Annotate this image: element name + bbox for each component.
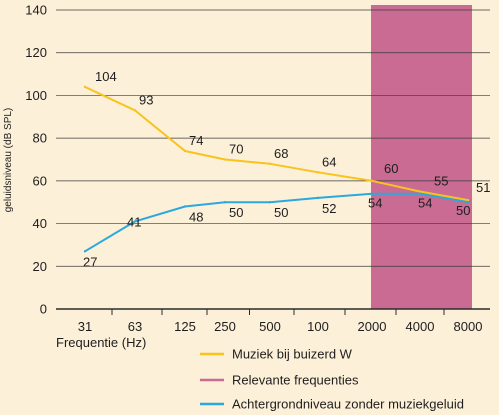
x-tick-label: 500	[259, 319, 281, 334]
data-point	[466, 198, 470, 202]
data-point	[133, 109, 137, 112]
data-label: 70	[229, 142, 243, 157]
y-tick-label: 140	[25, 3, 47, 18]
legend-label: Achtergrondniveau zonder muziekgeluid	[232, 397, 464, 412]
data-label: 60	[384, 161, 398, 176]
x-tick-label: 4000	[406, 319, 435, 334]
y-axis-label: geluidsniveau (dB SPL)	[3, 108, 14, 213]
y-tick-label: 120	[25, 45, 47, 60]
legend-label: Relevante frequenties	[232, 373, 359, 388]
data-point	[418, 190, 422, 193]
data-point	[133, 220, 137, 223]
data-label: 68	[274, 146, 288, 161]
data-label: 50	[229, 205, 243, 220]
data-label: 50	[456, 203, 470, 218]
y-tick-label: 40	[33, 216, 47, 231]
data-label: 74	[189, 133, 203, 148]
data-point	[83, 250, 87, 253]
series-music: 104 93 74 70 68 64 60 55 51	[83, 69, 490, 202]
x-tick-label: 100	[307, 319, 329, 334]
x-axis-ticks: 31 63 125 250 500 100 2000 4000 8000	[78, 309, 483, 334]
data-point	[316, 171, 320, 174]
relevant-frequencies-band	[371, 5, 472, 309]
x-tick-label: 250	[214, 319, 236, 334]
data-point	[370, 192, 374, 195]
data-label: 41	[127, 214, 141, 229]
y-tick-label: 60	[33, 173, 47, 188]
series-background: 27 41 48 50 50 52 54 54 50	[83, 192, 470, 269]
data-point	[183, 205, 187, 208]
legend-label: Muziek bij buizerd W	[232, 347, 353, 362]
data-label: 50	[274, 205, 288, 220]
data-point	[370, 179, 374, 183]
x-tick-label: 125	[174, 319, 196, 334]
x-tick-label: 63	[128, 319, 142, 334]
gridlines	[56, 9, 490, 310]
data-point	[83, 85, 87, 89]
data-point	[418, 192, 422, 195]
x-axis-label: Frequentie (Hz)	[56, 335, 146, 350]
x-tick-label: 2000	[358, 319, 387, 334]
y-axis-ticks: 0 20 40 60 80 100 120 140	[25, 3, 47, 317]
y-tick-label: 80	[33, 131, 47, 146]
data-label: 93	[139, 92, 153, 107]
data-label: 55	[434, 174, 448, 189]
data-label: 48	[189, 209, 203, 224]
x-tick-label: 31	[78, 319, 92, 334]
y-tick-label: 20	[33, 259, 47, 274]
data-point	[466, 201, 470, 204]
data-label: 27	[83, 254, 97, 269]
series-group: 104 93 74 70 68 64 60 55 51 27 41 48 50 50 52 54 54 50	[83, 69, 490, 269]
x-tick-label: 8000	[454, 319, 483, 334]
data-label: 51	[476, 180, 490, 195]
data-point	[183, 149, 187, 153]
data-point	[268, 201, 272, 204]
data-point	[223, 201, 227, 204]
data-point	[268, 162, 272, 165]
y-tick-label: 0	[40, 302, 47, 317]
legend: Muziek bij buizerd W Relevante frequentie…	[200, 347, 464, 412]
data-label: 52	[322, 201, 336, 216]
data-label: 104	[95, 69, 117, 84]
data-point	[316, 196, 320, 200]
data-label: 54	[418, 196, 432, 211]
data-label: 64	[322, 154, 336, 169]
y-tick-label: 100	[25, 88, 47, 103]
data-point	[223, 158, 227, 161]
data-label: 54	[368, 196, 382, 211]
